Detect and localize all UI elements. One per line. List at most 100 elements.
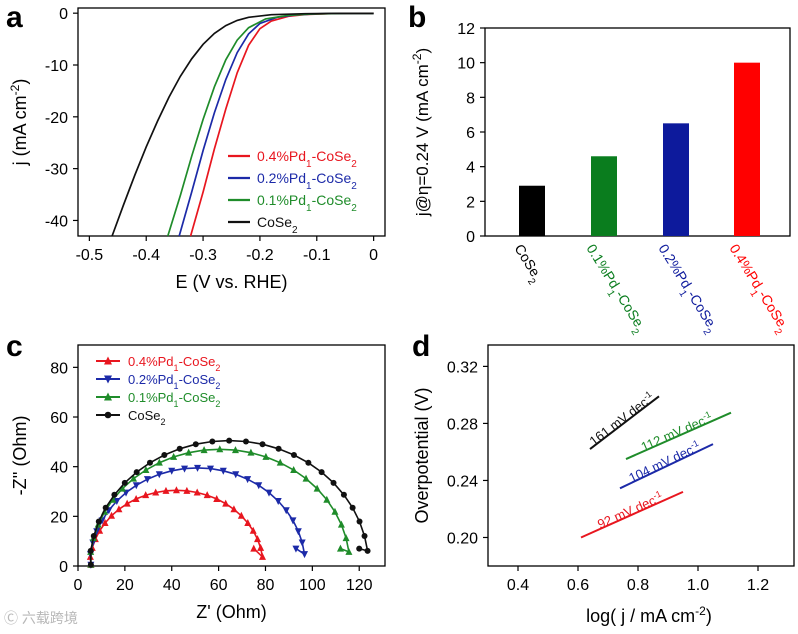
data-point [168,467,176,475]
y-tick-label: 0 [466,229,475,246]
data-point [143,476,151,484]
y-tick-label: 40 [50,460,68,477]
data-point [274,497,282,505]
data-point [209,438,216,445]
data-point [155,471,163,479]
data-point [216,445,224,453]
y-tick-label: 80 [50,360,68,377]
data-point [356,518,363,525]
x-tick-label: 120 [346,577,373,594]
y-tick-label: -20 [45,110,68,127]
data-point [249,526,257,534]
legend-label: CoSe2 [257,214,298,236]
data-point [161,451,168,458]
panel-a-polarization-curves: -0.5 -0.4 -0.3 -0.2 -0.1 0 0 -10 -20 -30 -40 0.4%Pd… [8,6,386,292]
data-point [301,551,309,559]
data-point [250,544,258,552]
x-tick-label: 60 [210,577,228,594]
y-tick-label: 4 [466,160,475,177]
data-point [345,547,353,555]
x-tick-label: 20 [116,577,134,594]
data-point [276,458,284,466]
y-tick-label: 0 [59,559,68,576]
category-label: CoSe2 [507,241,547,287]
data-point [87,561,94,568]
y-tick-label: 2 [466,194,475,211]
legend-label: 0.1%Pd1-CoSe2 [128,390,220,409]
legend-marker [104,356,112,365]
data-point [298,539,306,547]
data-point [142,491,150,499]
data-point [237,511,245,519]
data-point [349,504,356,511]
slope-label: 92 mV dec-1 [595,489,666,532]
data-point [318,469,325,476]
data-point [231,446,239,454]
y-tick-label: 0.24 [447,473,478,490]
y-axis-label: j (mA cm-2) [8,79,30,167]
panel-letter-c: c [6,330,23,363]
x-tick-label: 40 [163,577,181,594]
data-point [331,507,339,515]
data-point [219,467,227,475]
data-point [185,448,193,456]
data-point [259,441,266,448]
y-axis-label: -Z'' (Ohm) [10,416,30,496]
data-point [330,479,337,486]
data-point [142,465,150,473]
data-point [230,505,238,513]
data-point [342,534,350,542]
data-point [226,437,233,444]
data-point [213,494,221,502]
data-point [203,491,211,499]
y-tick-label: 10 [457,56,475,73]
data-point [146,459,153,466]
legend-label: 0.4%Pd1-CoSe2 [128,354,220,373]
data-point [130,474,138,482]
x-tick-label: 80 [257,577,275,594]
data-point [290,465,298,473]
y-tick-label: 6 [466,125,475,142]
data-point [259,552,267,560]
x-tick-label: 0.8 [627,577,649,594]
data-point [294,528,302,536]
x-tick-label: 0.4 [507,577,529,594]
data-point [313,484,321,492]
data-point [87,547,94,554]
legend-label: CoSe2 [128,408,166,427]
data-point [257,543,265,551]
data-point [111,491,118,498]
data-point [121,479,128,486]
data-point [152,488,160,496]
data-point [194,464,202,472]
x-tick-label: -0.1 [303,247,331,264]
legend-marker [104,375,112,384]
data-point [181,465,189,473]
x-tick-label: 0 [74,577,83,594]
data-point [275,445,282,452]
x-axis-label: Z' (Ohm) [196,602,266,622]
data-point [172,486,180,494]
data-point [113,497,121,505]
data-point [242,438,249,445]
data-point [132,494,140,502]
x-tick-label: 100 [299,577,326,594]
y-tick-label: 20 [50,509,68,526]
bar [663,123,689,236]
x-tick-label: -0.2 [246,247,274,264]
x-tick-label: 1.2 [747,577,769,594]
data-point [192,441,199,448]
x-axis-label: log( j / mA cm-2) [586,604,712,626]
data-point [265,489,273,497]
legend-label: 0.2%Pd1-CoSe2 [128,372,220,391]
x-tick-label: 0 [369,247,378,264]
data-point [101,518,109,526]
data-point [255,482,263,490]
panel-letter-a: a [6,1,23,34]
data-point [170,452,178,460]
y-tick-label: 12 [457,21,475,38]
data-point [336,544,344,552]
watermark: Ⓒ 六载跨境 [4,610,78,626]
